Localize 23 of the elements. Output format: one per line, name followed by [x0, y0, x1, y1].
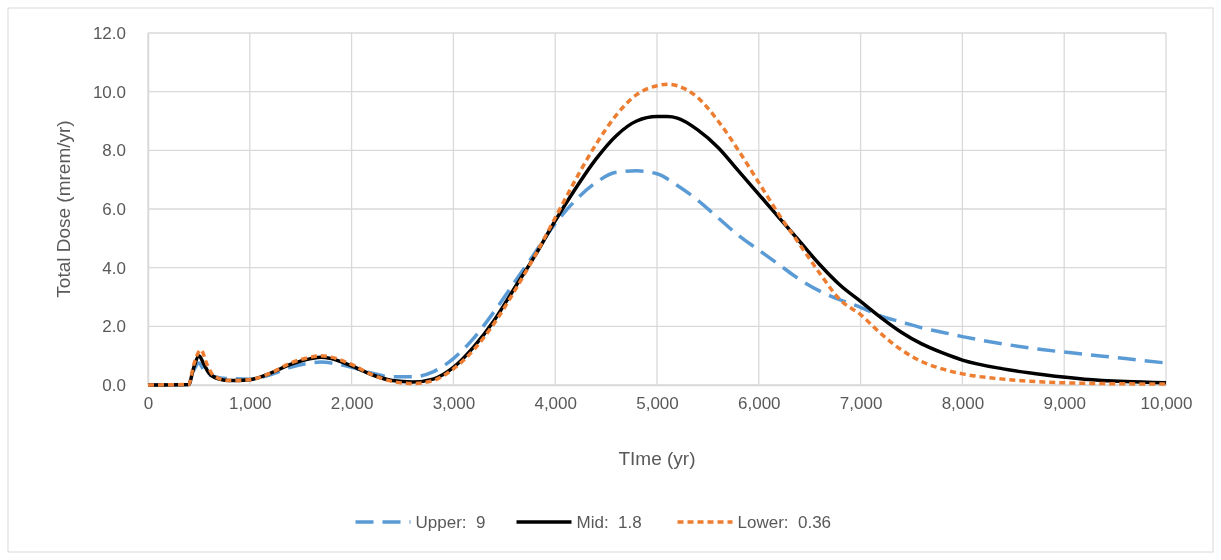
x-tick-label: 0	[143, 394, 154, 414]
y-tick-label: 8.0	[102, 141, 126, 161]
legend-label: Mid: 1.8	[576, 513, 642, 532]
x-tick-label: 9,000	[1043, 394, 1086, 414]
x-tick-label: 5,000	[636, 394, 679, 414]
x-tick-label: 2,000	[330, 394, 374, 414]
y-tick-label: 6.0	[102, 199, 126, 219]
x-tick-label: 7,000	[839, 394, 883, 414]
x-tick-label: 4,000	[534, 394, 577, 414]
x-axis-title: TIme (yr)	[618, 448, 696, 469]
legend-label: Lower: 0.36	[737, 513, 832, 532]
y-tick-label: 0.0	[102, 375, 126, 395]
y-tick-label: 2.0	[102, 317, 126, 337]
y-axis-title: Total Dose (mrem/yr)	[53, 120, 74, 298]
x-tick-label: 8,000	[941, 394, 985, 414]
x-tick-label: 10,000	[1140, 394, 1193, 414]
x-tick-label: 3,000	[432, 394, 476, 414]
y-tick-label: 10.0	[92, 82, 126, 102]
legend-label: Upper: 9	[415, 513, 486, 532]
x-tick-label: 6,000	[738, 394, 781, 414]
y-tick-label: 12.0	[92, 23, 126, 43]
x-tick-label: 1,000	[229, 394, 272, 414]
y-tick-label: 4.0	[102, 258, 126, 278]
